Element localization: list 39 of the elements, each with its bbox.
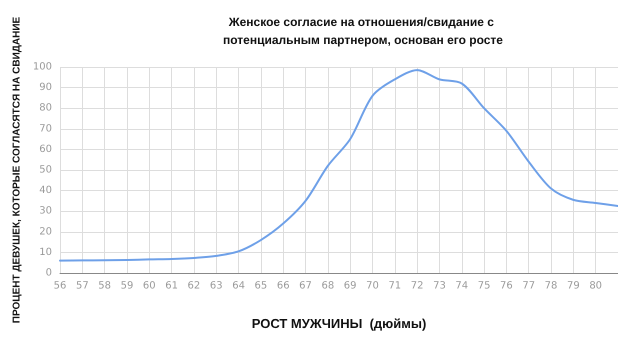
x-tick-label: 65	[254, 280, 268, 292]
x-tick-label: 74	[455, 280, 468, 292]
x-tick-label: 63	[210, 280, 223, 292]
y-tick-label: 50	[39, 164, 52, 176]
y-tick-label: 30	[39, 206, 52, 217]
x-tick-label: 56	[54, 280, 66, 292]
x-tick-label: 68	[321, 280, 334, 292]
x-tick-label: 66	[276, 280, 290, 292]
x-tick-label: 78	[544, 280, 558, 292]
x-tick-label: 76	[500, 280, 513, 292]
y-tick-label: 70	[39, 123, 52, 134]
x-tick-label: 73	[433, 280, 446, 292]
x-tick-label: 75	[478, 280, 490, 292]
x-tick-label: 80	[589, 280, 602, 292]
x-tick-label: 57	[76, 280, 89, 292]
x-tick-label: 59	[120, 280, 134, 292]
y-tick-label: 80	[39, 102, 52, 114]
y-tick-label: 0	[46, 268, 52, 278]
x-tick-label: 77	[522, 280, 536, 292]
y-tick-label: 10	[39, 246, 52, 258]
y-axis-title: ПРОЦЕНТ ДЕВУШЕК, КОТОРЫЕ СОГЛАСЯТСЯ НА СВИДАНИЕ	[12, 16, 23, 324]
chart-title: Женское согласие на отношения/свидание с потенциальным партнером, основан его росте	[223, 15, 504, 47]
x-tick-label: 72	[410, 280, 424, 292]
x-tick-label: 60	[142, 280, 156, 292]
x-tick-label: 62	[188, 280, 200, 292]
x-tick-label: 58	[98, 280, 112, 292]
y-tick-label: 100	[32, 62, 52, 72]
y-tick-label: 20	[39, 226, 52, 238]
y-tick-label: 90	[39, 82, 52, 94]
x-tick-label: 64	[232, 280, 245, 292]
x-axis-title: РОСТ МУЖЧИНЫ (дюймы)	[252, 316, 426, 331]
x-tick-label: 71	[388, 280, 402, 292]
x-tick-label: 61	[165, 280, 178, 292]
x-tick-label: 79	[566, 280, 580, 292]
y-tick-label: 40	[39, 185, 52, 196]
y-tick-label: 60	[39, 144, 52, 155]
x-tick-label: 67	[299, 280, 312, 292]
x-tick-label: 70	[366, 280, 379, 292]
x-tick-label: 69	[344, 280, 357, 292]
